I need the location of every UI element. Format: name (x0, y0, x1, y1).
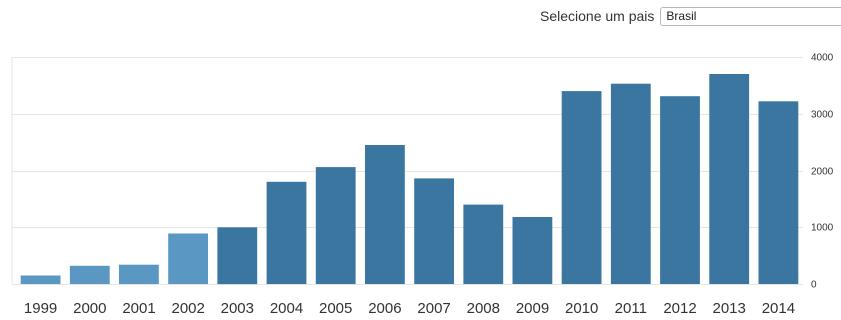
x-tick-label: 2006 (368, 300, 401, 317)
country-selector-label: Selecione um pais (540, 8, 655, 24)
x-tick-label: 2003 (221, 300, 254, 317)
x-tick-label: 2005 (319, 300, 352, 317)
x-tick-label: 2001 (122, 300, 155, 317)
x-tick-labels: 1999 2000 2001 2002 2003 2004 2005 2006 2007 2008… (24, 300, 795, 317)
bar-2009[interactable] (512, 217, 553, 284)
bar-2003[interactable] (217, 227, 258, 285)
bar-2012[interactable] (660, 96, 700, 284)
x-tick-label: 2004 (270, 300, 303, 317)
x-tick-label: 2002 (172, 300, 205, 317)
x-tick-label: 2011 (615, 300, 647, 317)
y-tick-labels: 0 1000 2000 3000 4000 (811, 53, 834, 291)
x-tick-label: 2008 (467, 300, 500, 317)
bar-2013[interactable] (709, 74, 750, 284)
bar-2010[interactable] (561, 91, 602, 284)
bar-2001[interactable] (119, 264, 159, 284)
x-tick-label: 2007 (417, 300, 450, 317)
x-tick-label: 2000 (73, 300, 106, 317)
y-tick-label: 0 (811, 280, 817, 291)
bar-2011[interactable] (610, 83, 651, 284)
x-tick-label: 2014 (762, 300, 795, 317)
x-tick-label: 2010 (565, 300, 598, 317)
bar-2007[interactable] (414, 178, 454, 284)
x-tick-label: 1999 (24, 300, 57, 317)
y-tick-label: 4000 (811, 53, 834, 64)
x-tick-label: 2012 (663, 300, 696, 317)
bar-2000[interactable] (69, 265, 110, 284)
bar-2002[interactable] (168, 233, 208, 285)
bar-2004[interactable] (266, 181, 307, 284)
bar-1999[interactable] (20, 275, 61, 285)
country-select[interactable]: Brasil ▲▼ (660, 6, 841, 26)
x-tick-label: 2013 (713, 300, 746, 317)
country-selector: Selecione um pais Brasil ▲▼ (540, 5, 841, 27)
bar-2006[interactable] (365, 145, 405, 284)
bar-2008[interactable] (463, 204, 504, 284)
y-tick-label: 3000 (811, 110, 834, 121)
country-select-value: Brasil (666, 9, 697, 23)
x-tick-label: 2009 (516, 300, 549, 317)
y-tick-label: 1000 (811, 223, 834, 234)
bars (20, 74, 799, 285)
bar-2005[interactable] (315, 167, 356, 284)
y-tick-label: 2000 (811, 167, 834, 178)
bar-2014[interactable] (758, 101, 799, 284)
